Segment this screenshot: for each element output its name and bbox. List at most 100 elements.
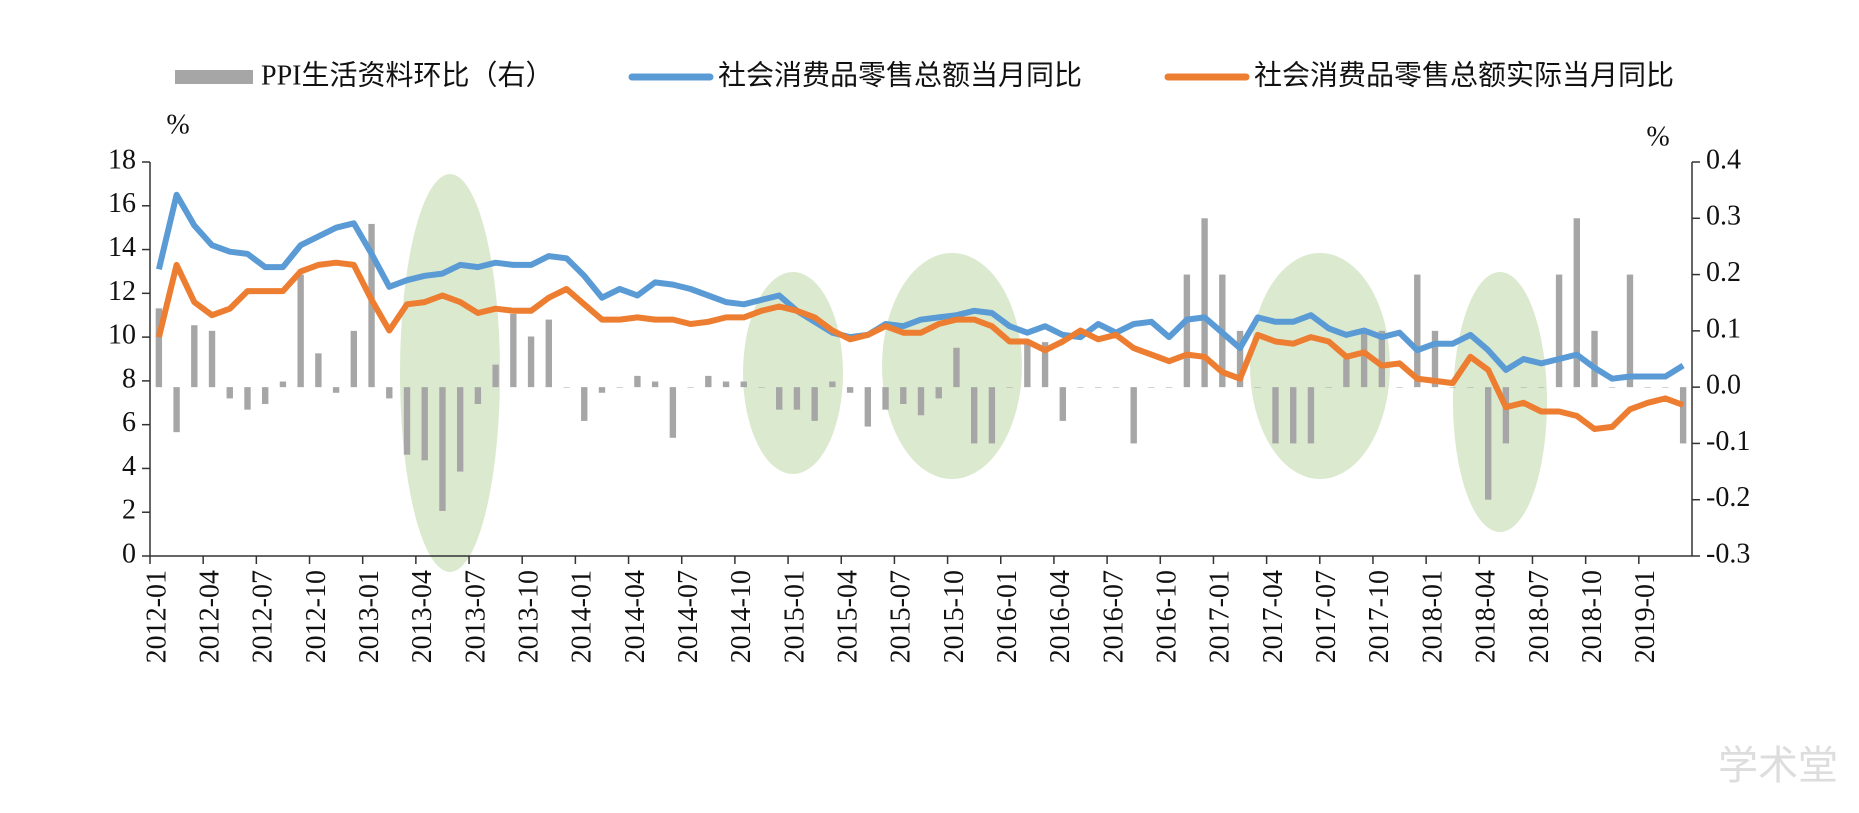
x-tick-label: 2018-01 <box>1417 570 1448 663</box>
bar <box>953 347 960 388</box>
y-tick-label: 10 <box>108 320 136 351</box>
x-tick-label: 2015-10 <box>939 570 970 663</box>
bar <box>439 387 446 511</box>
y-tick-label: 0 <box>122 538 136 569</box>
x-tick-label: 2017-10 <box>1364 570 1395 663</box>
bar <box>793 387 801 410</box>
x-tick-label: 2013-07 <box>460 570 491 663</box>
bar <box>386 387 393 399</box>
bar <box>155 308 163 388</box>
y2-tick-label: 0.4 <box>1706 144 1741 175</box>
y2-unit: % <box>1646 121 1669 152</box>
bar <box>1573 218 1580 388</box>
bar <box>1041 342 1049 388</box>
bar <box>882 387 889 410</box>
y-tick-label: 18 <box>108 144 136 175</box>
x-tick-label: 2012-01 <box>141 570 172 663</box>
x-tick-label: 2014-07 <box>673 570 704 663</box>
bar <box>456 387 464 472</box>
bar <box>1591 330 1598 388</box>
bar <box>403 387 411 455</box>
bar <box>315 353 322 388</box>
y-unit: % <box>166 109 189 140</box>
bar <box>1343 359 1350 388</box>
x-tick-label: 2012-10 <box>301 570 332 663</box>
y-tick-label: 16 <box>108 188 136 219</box>
bar <box>1644 387 1651 388</box>
x-tick-label: 2012-07 <box>248 570 279 663</box>
highlight <box>1250 253 1390 479</box>
bar <box>226 387 233 399</box>
bar <box>1449 387 1456 388</box>
bar <box>1396 387 1403 388</box>
y2-tick-label: 0.3 <box>1706 201 1741 232</box>
x-tick-label: 2019-01 <box>1630 570 1661 663</box>
bar <box>1360 330 1368 388</box>
legend-label: 社会消费品零售总额实际当月同比 <box>1254 59 1674 91</box>
x-tick-label: 2013-04 <box>407 570 438 663</box>
y-tick-label: 8 <box>122 363 136 394</box>
y2-tick-label: -0.2 <box>1706 482 1750 513</box>
bar <box>1095 387 1102 388</box>
highlight <box>400 174 500 572</box>
y-tick-label: 12 <box>108 276 136 307</box>
bar <box>350 330 358 388</box>
x-tick-label: 2016-10 <box>1152 570 1183 663</box>
legend-label: PPI生活资料环比（右） <box>261 59 553 91</box>
x-tick-label: 2017-07 <box>1311 570 1342 663</box>
bar <box>1484 387 1492 500</box>
x-tick-label: 2018-07 <box>1524 570 1555 663</box>
x-tick-label: 2013-10 <box>513 570 544 663</box>
bar <box>1502 387 1510 444</box>
bar <box>527 336 535 388</box>
bar <box>1626 274 1634 388</box>
bar <box>740 381 747 388</box>
x-tick-label: 2017-01 <box>1205 570 1236 663</box>
bar <box>988 387 996 444</box>
bar <box>191 325 198 388</box>
highlight-ellipses <box>400 174 1547 572</box>
bar <box>758 387 765 388</box>
bar <box>811 387 818 421</box>
legend-swatch <box>175 70 253 84</box>
bar <box>917 387 925 416</box>
bar <box>474 387 482 405</box>
bar <box>279 381 287 388</box>
x-tick-label: 2018-10 <box>1577 570 1608 663</box>
bar <box>1077 387 1084 388</box>
y2-tick-label: -0.1 <box>1706 426 1750 457</box>
bar <box>1148 387 1155 388</box>
bar <box>244 387 251 410</box>
bar <box>1414 274 1421 388</box>
bar <box>563 387 570 388</box>
bar <box>1165 387 1173 388</box>
bar <box>900 387 907 405</box>
bar <box>262 387 269 405</box>
bar <box>634 375 641 388</box>
bar <box>1059 387 1066 421</box>
bar <box>545 319 552 388</box>
bar <box>510 313 517 388</box>
x-tick-label: 2018-04 <box>1471 570 1502 663</box>
x-tick-label: 2014-10 <box>726 570 757 663</box>
bar <box>651 381 659 388</box>
bar <box>1378 330 1386 388</box>
x-tick-label: 2013-01 <box>354 570 385 663</box>
bar <box>864 387 872 427</box>
x-tick-label: 2015-07 <box>886 570 917 663</box>
bar <box>669 387 677 438</box>
x-tick-label: 2015-04 <box>833 570 864 663</box>
y-tick-label: 14 <box>108 232 136 263</box>
x-tick-label: 2014-04 <box>620 570 651 663</box>
y2-tick-label: -0.3 <box>1706 538 1750 569</box>
highlight <box>1453 272 1547 532</box>
bar <box>1325 387 1332 388</box>
bar <box>492 364 499 388</box>
bar <box>332 387 340 393</box>
x-tick-label: 2016-07 <box>1098 570 1129 663</box>
bar <box>1609 387 1616 388</box>
bar <box>297 274 304 388</box>
bar <box>1538 387 1545 388</box>
bar <box>581 387 588 421</box>
